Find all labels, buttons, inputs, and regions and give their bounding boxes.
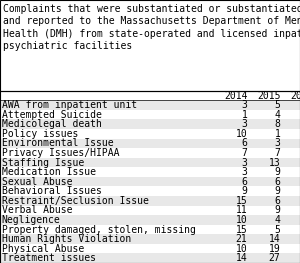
Bar — [0, 215, 300, 225]
Bar — [0, 100, 300, 110]
Text: Treatment issues: Treatment issues — [2, 253, 95, 263]
Text: 13: 13 — [269, 158, 280, 168]
Text: Attempted Suicide: Attempted Suicide — [2, 110, 101, 120]
Text: 6: 6 — [274, 196, 280, 206]
Text: 3: 3 — [242, 158, 248, 168]
Text: 3: 3 — [242, 100, 248, 110]
Text: 2016: 2016 — [290, 90, 300, 100]
Text: Sexual Abuse: Sexual Abuse — [2, 177, 72, 187]
Text: Restraint/Seclusion Issue: Restraint/Seclusion Issue — [2, 196, 148, 206]
Text: 9: 9 — [242, 186, 248, 196]
Text: 6: 6 — [242, 138, 248, 148]
Bar — [0, 119, 300, 129]
Text: Staffing Issue: Staffing Issue — [2, 158, 84, 168]
Bar — [0, 158, 300, 167]
Text: 2014: 2014 — [224, 90, 247, 100]
Text: 3: 3 — [242, 119, 248, 129]
Text: 8: 8 — [274, 119, 280, 129]
Text: 9: 9 — [274, 186, 280, 196]
Text: 6: 6 — [274, 177, 280, 187]
Text: 3: 3 — [242, 167, 248, 177]
Text: 10: 10 — [236, 129, 248, 139]
Text: 11: 11 — [236, 205, 248, 215]
Text: 9: 9 — [274, 167, 280, 177]
Text: Human Rights Violation: Human Rights Violation — [2, 234, 131, 244]
Text: Property damaged, stolen, missing: Property damaged, stolen, missing — [2, 225, 195, 235]
Text: Behavioral Issues: Behavioral Issues — [2, 186, 101, 196]
Text: 14: 14 — [269, 234, 280, 244]
Text: 7: 7 — [242, 148, 248, 158]
Text: Verbal Abuse: Verbal Abuse — [2, 205, 72, 215]
Bar — [0, 234, 300, 244]
Text: 9: 9 — [274, 205, 280, 215]
Bar — [0, 196, 300, 206]
Text: 7: 7 — [274, 148, 280, 158]
Text: Policy issues: Policy issues — [2, 129, 78, 139]
Bar — [0, 177, 300, 186]
Text: 2015: 2015 — [257, 90, 281, 100]
Bar — [0, 139, 300, 148]
Text: 5: 5 — [274, 100, 280, 110]
Text: 27: 27 — [269, 253, 280, 263]
Text: 15: 15 — [236, 225, 248, 235]
Text: Negligence: Negligence — [2, 215, 60, 225]
Bar — [0, 91, 300, 263]
Text: Privacy Issues/HIPAA: Privacy Issues/HIPAA — [2, 148, 119, 158]
Text: 14: 14 — [236, 253, 248, 263]
Text: 19: 19 — [269, 244, 280, 254]
Text: Medication Issue: Medication Issue — [2, 167, 95, 177]
Text: 4: 4 — [274, 215, 280, 225]
Text: 21: 21 — [236, 234, 248, 244]
Text: AWA from inpatient unit: AWA from inpatient unit — [2, 100, 136, 110]
Text: 3: 3 — [274, 138, 280, 148]
Text: Medicolegal death: Medicolegal death — [2, 119, 101, 129]
Text: 6: 6 — [242, 177, 248, 187]
Text: 5: 5 — [274, 225, 280, 235]
Text: 1: 1 — [274, 129, 280, 139]
Text: 10: 10 — [236, 215, 248, 225]
Text: Complaints that were substantiated or substantiated-in-part
and reported to the : Complaints that were substantiated or su… — [3, 4, 300, 51]
Text: 10: 10 — [236, 244, 248, 254]
Bar — [0, 0, 300, 91]
Text: 4: 4 — [274, 110, 280, 120]
Text: Physical Abuse: Physical Abuse — [2, 244, 84, 254]
Bar — [0, 254, 300, 263]
Text: Environmental Issue: Environmental Issue — [2, 138, 113, 148]
Text: 15: 15 — [236, 196, 248, 206]
Text: 1: 1 — [242, 110, 248, 120]
